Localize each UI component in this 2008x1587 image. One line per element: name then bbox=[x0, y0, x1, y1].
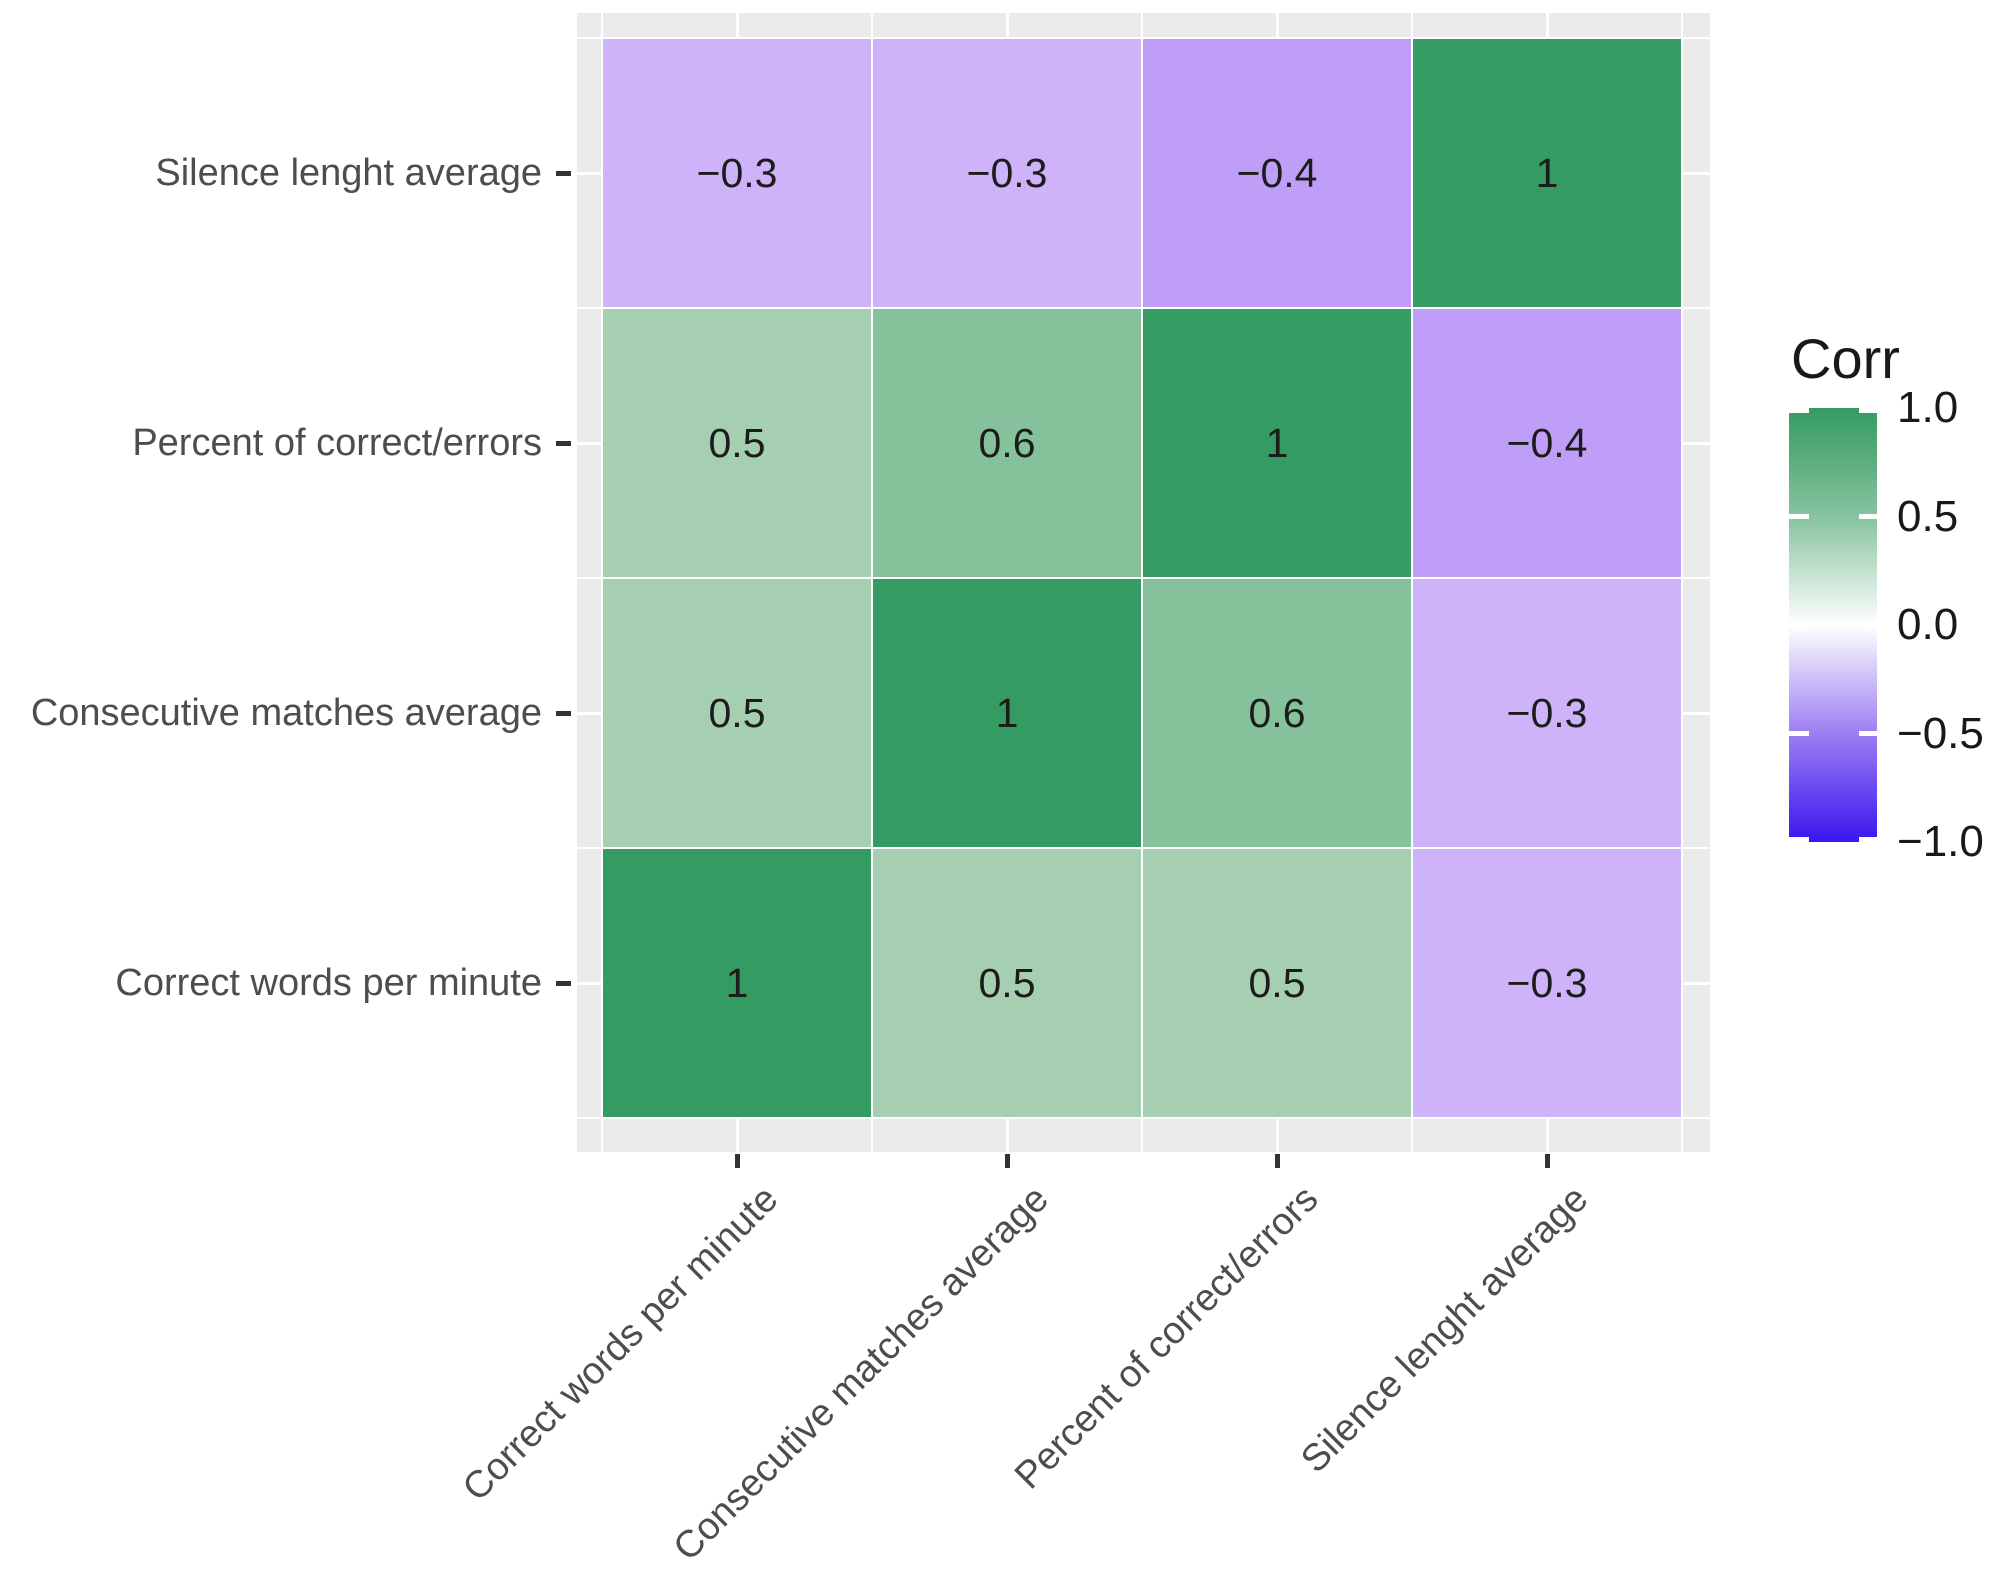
x-axis-tick bbox=[734, 1154, 740, 1168]
legend-tick-label: 1.0 bbox=[1897, 383, 1959, 432]
x-axis-label: Percent of correct/errors bbox=[1007, 1178, 1327, 1498]
y-axis-label: Correct words per minute bbox=[115, 962, 542, 1004]
y-axis-tick bbox=[556, 440, 571, 446]
heatmap-cell: 0.5 bbox=[1142, 848, 1412, 1118]
legend-tick-notch bbox=[1789, 408, 1809, 413]
heatmap-cell: −0.3 bbox=[1412, 848, 1682, 1118]
y-axis-tick bbox=[556, 710, 571, 716]
legend-tick-notch bbox=[1859, 408, 1877, 413]
heatmap-cell: 1 bbox=[872, 578, 1142, 848]
legend-colorbar bbox=[1789, 408, 1877, 842]
gridline-horizontal-minor bbox=[577, 1117, 1710, 1119]
heatmap-grid: −0.3 −0.3 −0.4 1 0.5 0.6 1 −0.4 0.5 1 0.6 −0.3 1 0.5 0… bbox=[602, 38, 1682, 1118]
x-axis-label: Silence lenght average bbox=[1293, 1178, 1597, 1482]
legend-tick-notch bbox=[1859, 514, 1877, 519]
heatmap-cell: −0.3 bbox=[872, 38, 1142, 308]
heatmap-cell: 0.5 bbox=[602, 578, 872, 848]
y-axis-label: Percent of correct/errors bbox=[132, 422, 542, 464]
legend-tick-notch bbox=[1859, 731, 1877, 736]
legend-tick-notch bbox=[1859, 622, 1877, 628]
heatmap-cell: −0.3 bbox=[1412, 578, 1682, 848]
legend-title: Corr bbox=[1791, 327, 1900, 390]
legend-tick-label: −1.0 bbox=[1897, 817, 1984, 866]
legend-tick-label: 0.0 bbox=[1897, 600, 1959, 649]
heatmap-cell: 0.5 bbox=[602, 308, 872, 578]
legend-tick-notch bbox=[1789, 731, 1809, 736]
heatmap-cell: 0.6 bbox=[872, 308, 1142, 578]
x-axis-tick bbox=[1004, 1154, 1010, 1168]
x-axis-tick bbox=[1274, 1154, 1280, 1168]
y-axis-tick bbox=[556, 980, 571, 986]
y-axis-label: Silence lenght average bbox=[155, 152, 542, 194]
heatmap-cell: −0.4 bbox=[1142, 38, 1412, 308]
heatmap-cell: 1 bbox=[602, 848, 872, 1118]
heatmap-cell: 0.6 bbox=[1142, 578, 1412, 848]
x-axis-tick bbox=[1544, 1154, 1550, 1168]
legend-tick-notch bbox=[1789, 837, 1809, 842]
y-axis-label: Consecutive matches average bbox=[30, 692, 542, 734]
heatmap-cell: 1 bbox=[1412, 38, 1682, 308]
heatmap-cell: −0.3 bbox=[602, 38, 872, 308]
x-axis-label: Correct words per minute bbox=[455, 1178, 787, 1510]
legend-tick-label: −0.5 bbox=[1897, 708, 1984, 758]
legend-tick-notch bbox=[1789, 622, 1809, 628]
heatmap-cell: 0.5 bbox=[872, 848, 1142, 1118]
gridline-vertical-minor bbox=[1681, 13, 1683, 1152]
legend-tick-label: 0.5 bbox=[1897, 491, 1959, 541]
legend-tick-notch bbox=[1859, 837, 1877, 842]
heatmap-cell: −0.4 bbox=[1412, 308, 1682, 578]
legend-tick-notch bbox=[1789, 514, 1809, 519]
heatmap-cell: 1 bbox=[1142, 308, 1412, 578]
y-axis-tick bbox=[556, 170, 571, 176]
